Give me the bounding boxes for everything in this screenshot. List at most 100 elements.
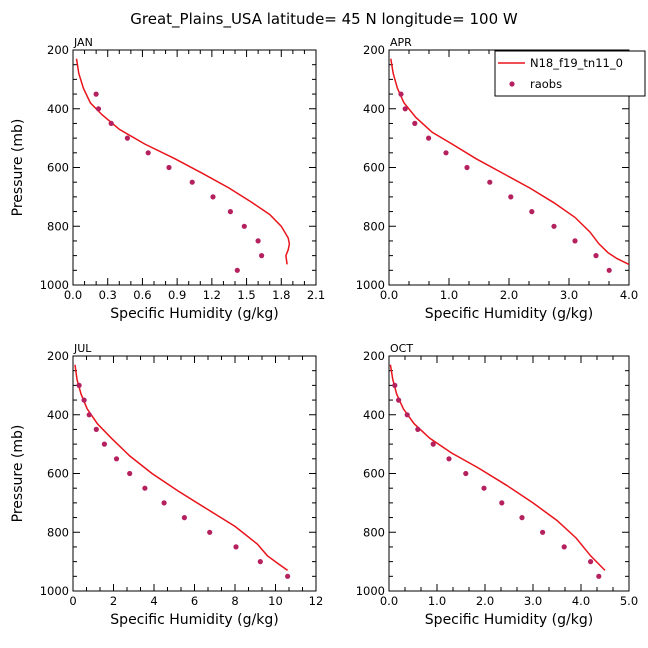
x-tick-label: 0.9 xyxy=(168,288,186,302)
raob-point xyxy=(166,164,172,171)
y-tick-label: 800 xyxy=(363,219,385,233)
x-tick-label: 0.0 xyxy=(380,288,398,302)
raob-point xyxy=(161,500,167,506)
y-tick-label: 200 xyxy=(47,43,69,57)
raob-point xyxy=(257,559,263,565)
y-tick-label: 400 xyxy=(363,102,385,116)
raob-point xyxy=(95,106,102,112)
legend-obs-label: raobs xyxy=(530,77,562,91)
raob-point xyxy=(142,485,148,491)
raob-point xyxy=(259,253,265,259)
raob-point xyxy=(93,426,99,432)
raob-point xyxy=(426,135,432,141)
model-line xyxy=(389,364,606,571)
raob-point xyxy=(463,470,469,477)
raob-point xyxy=(93,91,99,97)
raob-point xyxy=(481,485,487,491)
y-tick-label: 600 xyxy=(363,467,385,481)
raob-point xyxy=(404,412,410,418)
raob-point xyxy=(446,456,452,462)
raob-point xyxy=(76,382,82,388)
x-tick-label: 5.0 xyxy=(620,594,638,608)
raob-point xyxy=(430,441,436,447)
x-axis-title: Specific Humidity (g/kg) xyxy=(110,306,278,322)
y-tick-label: 600 xyxy=(47,467,69,481)
raob-point xyxy=(255,238,261,244)
raob-point xyxy=(127,470,133,477)
raob-point xyxy=(443,150,449,156)
raob-point xyxy=(189,179,195,185)
y-tick-label: 600 xyxy=(363,161,385,175)
x-tick-label: 6 xyxy=(191,594,198,608)
y-axis-title: Pressure (mb) xyxy=(10,425,26,523)
raob-point xyxy=(396,397,402,403)
x-axis-title: Specific Humidity (g/kg) xyxy=(425,612,593,628)
x-tick-label: 10 xyxy=(268,594,283,608)
raob-point xyxy=(596,573,602,579)
y-tick-label: 1000 xyxy=(356,278,385,292)
x-tick-label: 4 xyxy=(150,594,157,608)
y-tick-label: 1000 xyxy=(356,584,385,598)
x-axis-title: Specific Humidity (g/kg) xyxy=(425,306,593,322)
raob-point xyxy=(499,500,505,506)
raob-point xyxy=(227,209,233,215)
raob-point xyxy=(508,194,514,200)
x-axis-title: Specific Humidity (g/kg) xyxy=(110,612,278,628)
raob-point xyxy=(402,106,408,112)
raob-point xyxy=(398,91,404,97)
raob-point xyxy=(412,120,418,126)
raob-point xyxy=(86,412,92,418)
raob-point xyxy=(415,426,421,432)
x-tick-label: 1.0 xyxy=(440,288,458,302)
x-tick-label: 0.3 xyxy=(99,288,117,302)
raob-point xyxy=(588,559,594,565)
y-tick-label: 1000 xyxy=(40,584,69,598)
x-tick-label: 2.0 xyxy=(476,594,494,608)
y-tick-label: 200 xyxy=(363,349,385,363)
x-tick-label: 1.8 xyxy=(272,288,290,302)
x-tick-label: 2.0 xyxy=(500,288,518,302)
legend-box xyxy=(494,50,646,97)
raob-point xyxy=(101,441,107,447)
x-tick-label: 3.0 xyxy=(524,594,542,608)
raob-point xyxy=(124,135,130,141)
raob-point xyxy=(113,456,120,462)
raob-point xyxy=(487,179,493,185)
panel-apr: APR 0.0 1.0 2.0 3.0 4.0 200 400 600 800 1000 Specif… xyxy=(356,36,638,322)
y-tick-label: 1000 xyxy=(40,278,69,292)
x-tick-label: 0 xyxy=(69,594,76,608)
y-tick-label: 400 xyxy=(47,102,69,116)
y-tick-label: 800 xyxy=(47,525,69,539)
x-tick-label: 8 xyxy=(231,594,238,608)
raob-point xyxy=(392,382,398,388)
y-tick-label: 200 xyxy=(47,349,69,363)
raob-point xyxy=(464,164,470,171)
raob-point xyxy=(181,515,187,521)
raob-point xyxy=(606,267,612,273)
panels: JAN 0.0 0.3 0.6 0.9 1.2 1.5 1.8 2.1 200 400 600 800 1… xyxy=(10,36,646,628)
raob-point xyxy=(108,120,114,126)
x-tick-label: 1.0 xyxy=(428,594,446,608)
raob-point xyxy=(234,267,240,273)
x-tick-label: 4.0 xyxy=(620,288,638,302)
panel-oct: OCT 0.0 1.0 2.0 3.0 4.0 5.0 200 400 600 800 1000 Spe… xyxy=(356,342,638,628)
raob-point xyxy=(540,529,546,535)
y-tick-label: 200 xyxy=(363,43,385,57)
raob-point xyxy=(519,515,525,521)
raob-point xyxy=(210,194,216,200)
legend-obs-swatch xyxy=(509,81,515,87)
y-axis-title: Pressure (mb) xyxy=(10,119,26,217)
y-tick-label: 400 xyxy=(47,408,69,422)
y-tick-label: 800 xyxy=(363,525,385,539)
x-tick-label: 2.1 xyxy=(307,288,325,302)
figure-title: Great_Plains_USA latitude= 45 N longitud… xyxy=(130,10,518,29)
model-line xyxy=(390,58,629,266)
raob-point xyxy=(81,397,87,403)
raob-point xyxy=(233,544,239,550)
x-tick-label: 12 xyxy=(309,594,324,608)
x-tick-label: 1.2 xyxy=(203,288,221,302)
raob-point xyxy=(572,238,578,244)
raob-point xyxy=(145,150,151,156)
panel-label-apr: APR xyxy=(390,36,412,49)
